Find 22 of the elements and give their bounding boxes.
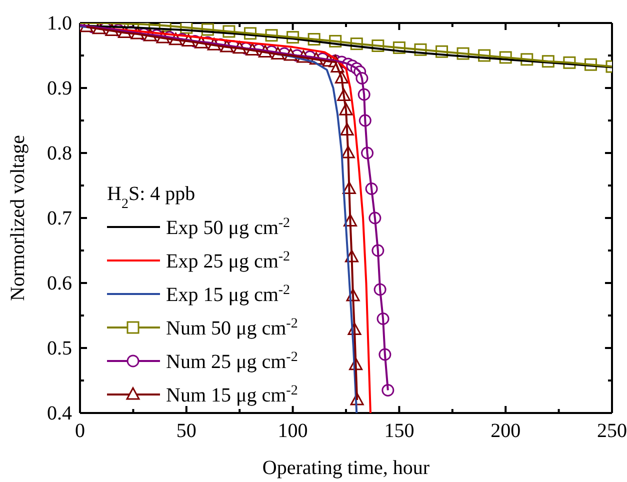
y-tick-label: 0.4: [47, 402, 72, 424]
x-tick-label: 100: [278, 420, 308, 442]
y-tick-label: 0.7: [47, 207, 72, 230]
x-tick-label: 250: [597, 420, 627, 442]
y-axis-title: Normorlized voltage: [7, 134, 29, 302]
x-axis-title: Operating time, hour: [262, 457, 430, 479]
legend-label: Num 50 μg cm$^{-2}$: [166, 316, 298, 340]
y-tick-label: 0.9: [47, 77, 72, 100]
legend-title: H$_{2}$S: 4 ppb: [107, 183, 196, 212]
legend-label: Num 15 μg cm$^{-2}$: [166, 383, 298, 406]
x-tick-label: 50: [176, 420, 196, 442]
x-tick-label: 0: [75, 420, 85, 442]
y-tick-label: 0.8: [47, 142, 72, 164]
legend-label: Num 25 μg cm$^{-2}$: [166, 350, 298, 373]
legend-label: Exp 15 μg cm$^{-2}$: [166, 282, 290, 306]
x-tick-label: 150: [384, 420, 414, 442]
legend-label: Exp 25 μg cm$^{-2}$: [166, 249, 290, 272]
x-tick-label: 200: [490, 420, 521, 442]
y-tick-label: 0.5: [47, 337, 72, 360]
legend-label: Exp 50 μg cm$^{-2}$: [166, 216, 290, 239]
y-tick-label: 1.0: [47, 12, 72, 34]
y-tick-label: 0.6: [47, 272, 72, 294]
